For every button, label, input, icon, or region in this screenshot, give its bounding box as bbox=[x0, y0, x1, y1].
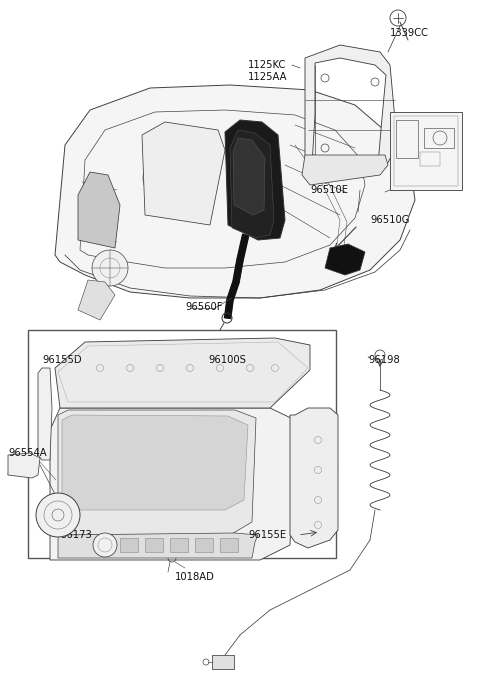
Bar bbox=[170, 538, 188, 552]
Text: 96100S: 96100S bbox=[208, 355, 246, 365]
Polygon shape bbox=[142, 122, 225, 225]
Polygon shape bbox=[78, 280, 115, 320]
Text: 1339CC: 1339CC bbox=[390, 28, 429, 38]
Text: 96510G: 96510G bbox=[370, 215, 409, 225]
Polygon shape bbox=[50, 408, 295, 560]
Text: 1018AD: 1018AD bbox=[175, 572, 215, 582]
Bar bbox=[212, 655, 234, 669]
Bar bbox=[424, 128, 454, 148]
Polygon shape bbox=[55, 85, 415, 298]
Bar bbox=[390, 112, 462, 190]
Text: 96155E: 96155E bbox=[248, 530, 286, 540]
Polygon shape bbox=[302, 155, 388, 185]
Bar bbox=[145, 538, 163, 552]
Text: 96554A: 96554A bbox=[8, 448, 47, 458]
Circle shape bbox=[36, 493, 80, 537]
Text: 96510E: 96510E bbox=[310, 185, 348, 195]
Polygon shape bbox=[233, 138, 265, 215]
Text: 1125KC: 1125KC bbox=[248, 60, 287, 70]
Polygon shape bbox=[62, 415, 248, 510]
Bar bbox=[195, 538, 213, 552]
Polygon shape bbox=[290, 408, 338, 548]
Text: 96155D: 96155D bbox=[42, 355, 82, 365]
Circle shape bbox=[93, 533, 117, 557]
Text: 96173: 96173 bbox=[60, 530, 92, 540]
Bar bbox=[220, 538, 238, 552]
Bar bbox=[394, 116, 458, 186]
Polygon shape bbox=[325, 244, 365, 275]
Polygon shape bbox=[230, 130, 274, 238]
Bar bbox=[28, 330, 336, 558]
Polygon shape bbox=[78, 172, 120, 248]
Polygon shape bbox=[8, 453, 40, 478]
Polygon shape bbox=[58, 533, 258, 558]
Polygon shape bbox=[38, 368, 52, 460]
Bar bbox=[396, 120, 418, 158]
Text: 96560F: 96560F bbox=[185, 302, 223, 312]
Polygon shape bbox=[55, 338, 310, 408]
Bar bbox=[120, 538, 138, 552]
Circle shape bbox=[92, 250, 128, 286]
Text: 96198: 96198 bbox=[368, 355, 400, 365]
Polygon shape bbox=[305, 45, 395, 168]
Polygon shape bbox=[58, 410, 256, 535]
Polygon shape bbox=[225, 120, 285, 240]
Bar bbox=[420, 152, 440, 166]
Text: 1125AA: 1125AA bbox=[248, 72, 288, 82]
